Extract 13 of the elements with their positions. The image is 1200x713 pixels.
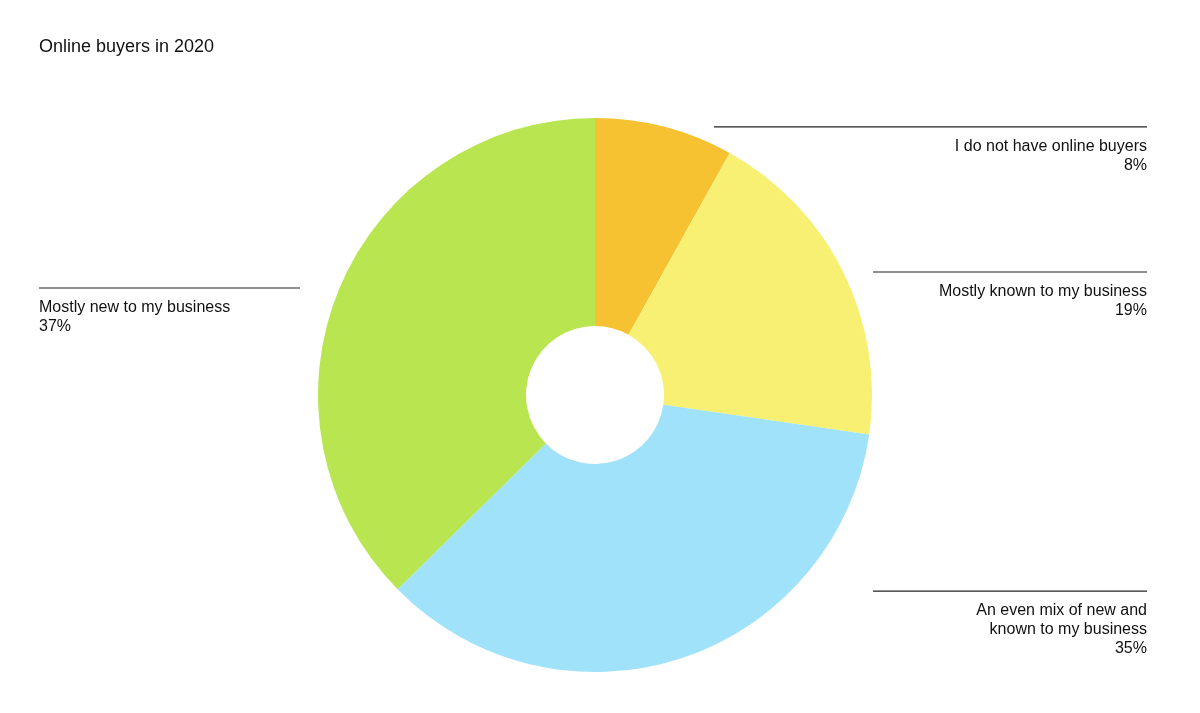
slice-label: Mostly new to my business [39, 297, 231, 315]
donut-slice [397, 404, 870, 672]
data-label: 37% [39, 316, 72, 334]
data-label: 8% [1123, 155, 1147, 173]
donut-slice [595, 118, 730, 335]
data-label: 19% [1114, 300, 1147, 318]
slice-label: An even mix of new and known to my business [976, 601, 1147, 638]
slice-label: Mostly known to my business [938, 281, 1147, 299]
donut-slice [628, 152, 872, 435]
data-label: 35% [1114, 639, 1147, 657]
donut-slice [318, 118, 595, 590]
chart-title: Online buyers in 2020 [39, 36, 215, 56]
slice-label: I do not have online buyers [954, 136, 1147, 154]
